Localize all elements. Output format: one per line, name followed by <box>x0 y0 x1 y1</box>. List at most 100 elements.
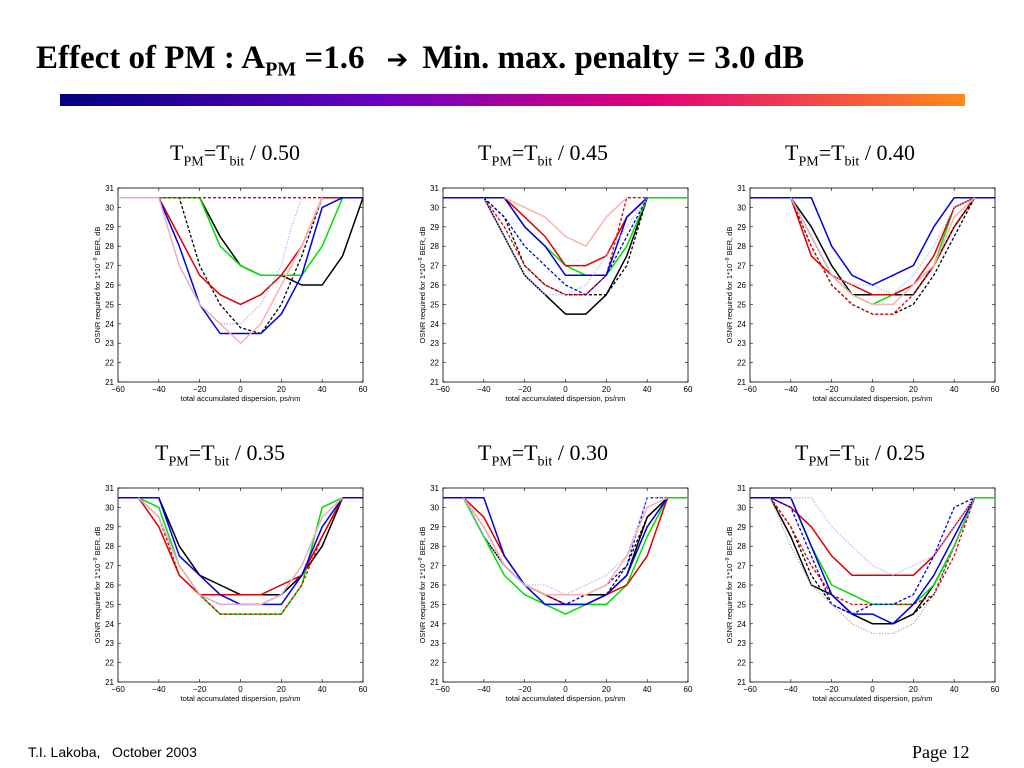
y-tick-label: 28 <box>430 542 439 551</box>
title-text: T <box>478 440 492 465</box>
footer-author-date: T.I. Lakoba, October 2003 <box>28 744 197 760</box>
title-subscript: bit <box>844 154 860 170</box>
series-line-lightblue-dotted <box>790 197 975 296</box>
x-tick-label: 0 <box>870 685 875 694</box>
series-line-pink-solid <box>790 197 976 306</box>
y-tick-label: 27 <box>430 262 439 271</box>
y-tick-label: 30 <box>430 203 439 212</box>
osnr-plot: −60 −40 −20 0 20 40 60 21 22 23 24 25 26 27 28 29 30 31 to… <box>725 184 1000 403</box>
series-line-pink-solid <box>503 197 628 247</box>
x-tick-label: 40 <box>318 685 327 694</box>
y-axis-label: OSNR required for 1*10−9 BER, dB <box>418 527 427 644</box>
series-line-black-solid <box>443 496 669 596</box>
title-underline-bar <box>60 94 965 106</box>
osnr-plot: −60 −40 −20 0 20 40 60 21 22 23 24 25 26 27 28 29 30 31 to… <box>93 184 368 403</box>
x-tick-label: 20 <box>277 385 286 394</box>
series-line-blue-solid <box>443 196 648 277</box>
panel-title: TPM=Tbit / 0.25 <box>795 440 925 470</box>
y-tick-label: 23 <box>737 639 746 648</box>
title-subscript: bit <box>229 154 245 170</box>
x-tick-label: −40 <box>152 685 166 694</box>
y-tick-label: 27 <box>430 562 439 571</box>
y-tick-label: 31 <box>105 184 114 193</box>
page-number: Page 12 <box>912 742 970 762</box>
series-line-lightblue-dotted <box>137 497 344 606</box>
x-axis-label: total accumulated dispersion, ps/nm <box>181 694 301 703</box>
y-tick-label: 29 <box>105 523 114 532</box>
x-tick-label: 0 <box>563 385 568 394</box>
x-tick-label: 40 <box>643 685 652 694</box>
x-tick-label: 0 <box>238 385 243 394</box>
panel-title: TPM=Tbit / 0.45 <box>478 140 608 170</box>
y-tick-label: 31 <box>737 484 746 493</box>
title-text: =T <box>188 440 215 465</box>
title-subscript: bit <box>214 454 230 470</box>
series-line-red-solid <box>790 197 975 296</box>
y-tick-label: 23 <box>105 639 114 648</box>
x-tick-label: 60 <box>684 685 693 694</box>
title-subscript: PM <box>798 154 819 170</box>
x-tick-label: −20 <box>825 385 839 394</box>
x-tick-label: 0 <box>563 685 568 694</box>
y-tick-label: 29 <box>737 223 746 232</box>
series-line-black-dashed <box>769 497 976 625</box>
y-tick-label: 29 <box>430 223 439 232</box>
panel-title: TPM=Tbit / 0.30 <box>478 440 608 470</box>
x-tick-label: −40 <box>477 685 491 694</box>
y-tick-label: 31 <box>737 184 746 193</box>
y-tick-label: 25 <box>737 300 746 309</box>
series-line-black-solid <box>118 196 364 286</box>
y-tick-label: 29 <box>105 223 114 232</box>
title-result: Min. max. penalty = 3.0 dB <box>422 40 805 76</box>
y-tick-label: 29 <box>430 523 439 532</box>
title-text: T <box>155 440 169 465</box>
title-subscript: bit <box>537 154 553 170</box>
plot-frame <box>749 487 996 683</box>
title-subscript: bit <box>854 454 870 470</box>
y-tick-label: 28 <box>430 242 439 251</box>
series-line-lightblue-dotted <box>483 197 648 296</box>
title-text: =T <box>511 440 538 465</box>
y-tick-label: 30 <box>737 503 746 512</box>
series-line-pink-solid <box>462 497 668 596</box>
title-value: =1.6 <box>296 40 365 76</box>
panel-title: TPM=Tbit / 0.40 <box>785 140 915 170</box>
series-line-green-solid <box>750 496 995 606</box>
x-tick-label: 20 <box>909 685 918 694</box>
y-axis-label: OSNR required for 1*10−9 BER, dB <box>725 227 734 344</box>
y-tick-label: 21 <box>105 678 114 687</box>
series-line-green-solid <box>443 496 688 615</box>
y-tick-label: 21 <box>430 678 439 687</box>
x-tick-label: −20 <box>193 685 207 694</box>
title-subscript: bit <box>537 454 553 470</box>
panel-title: TPM=Tbit / 0.50 <box>170 140 300 170</box>
title-text: / 0.40 <box>859 140 915 165</box>
y-tick-label: 30 <box>737 203 746 212</box>
y-tick-label: 24 <box>105 320 114 329</box>
series-line-lightblue-dotted <box>462 497 668 596</box>
x-axis-label: total accumulated dispersion, ps/nm <box>506 694 626 703</box>
y-tick-label: 28 <box>737 242 746 251</box>
x-tick-label: −20 <box>825 685 839 694</box>
series-line-blue-solid <box>750 196 995 286</box>
series-line-red-dashed <box>483 197 648 296</box>
x-axis-label: total accumulated dispersion, ps/nm <box>506 394 626 403</box>
x-tick-label: 40 <box>950 685 959 694</box>
y-tick-label: 21 <box>737 678 746 687</box>
y-tick-label: 24 <box>430 620 439 629</box>
y-tick-label: 22 <box>430 659 439 668</box>
title-text: T <box>785 140 799 165</box>
series-line-lightblue-dotted <box>118 197 303 325</box>
x-tick-label: −60 <box>111 685 125 694</box>
title-subscript: PM <box>265 58 297 81</box>
series-line-black-dashed <box>483 197 648 296</box>
x-tick-label: −40 <box>152 385 166 394</box>
osnr-plot: −60 −40 −20 0 20 40 60 21 22 23 24 25 26 27 28 29 30 31 to… <box>93 484 368 703</box>
y-tick-label: 25 <box>430 300 439 309</box>
y-tick-label: 26 <box>105 281 114 290</box>
title-main: Effect of PM : A <box>36 40 266 76</box>
series-line-red-solid <box>137 497 344 596</box>
y-tick-label: 27 <box>737 562 746 571</box>
x-tick-label: 60 <box>359 685 368 694</box>
arrow-right-icon: ➔ <box>386 45 409 75</box>
